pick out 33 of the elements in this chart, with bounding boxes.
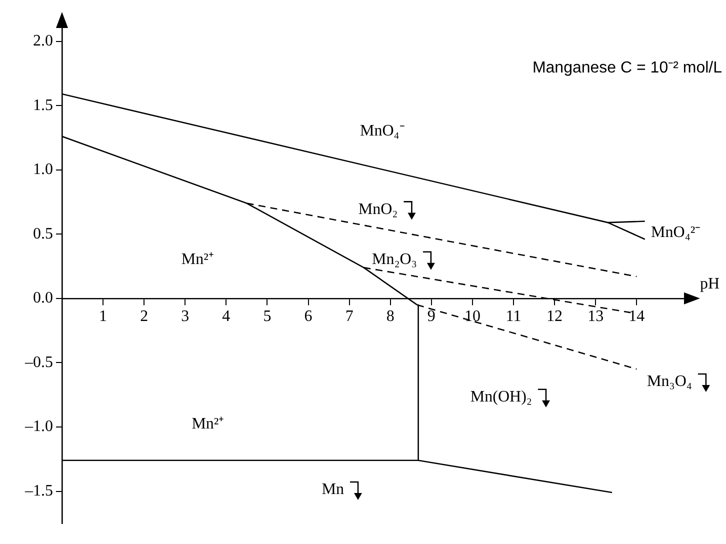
x-tick-label: 10 <box>464 308 480 326</box>
x-tick-label: 9 <box>427 308 436 326</box>
y-tick-label: 1.0 <box>33 161 53 178</box>
x-tick-label: 4 <box>222 308 230 326</box>
x-tick-label: 5 <box>263 308 272 326</box>
x-axis-title: pH <box>700 276 720 293</box>
x-tick-label: 8 <box>386 308 394 326</box>
x-tick-label: 1 <box>99 308 108 326</box>
y-tick-label: 0.5 <box>33 225 53 242</box>
y-tick-label: 2.0 <box>33 32 53 50</box>
y-tick-label: –1.0 <box>24 418 53 436</box>
x-tick-label: 3 <box>181 308 190 326</box>
annotation: Mn <box>322 481 344 498</box>
x-tick-label: 12 <box>546 308 563 326</box>
x-tick-label: 7 <box>345 308 354 326</box>
annotation: Mn²⁺ <box>181 251 214 268</box>
annotation: MnO₄²⁻ <box>651 224 700 242</box>
y-tick-label: 0.0 <box>33 290 53 307</box>
annotation: Mn₂O₃ <box>372 251 417 268</box>
y-tick-label: 1.5 <box>33 96 53 114</box>
y-tick-label: –0.5 <box>24 354 53 371</box>
annotation: MnO₂ <box>358 200 398 218</box>
annotation: Mn²⁺ <box>192 416 224 433</box>
x-tick-label: 14 <box>628 308 645 326</box>
x-tick-label: 6 <box>304 308 312 326</box>
y-tick-label: –1.5 <box>24 482 53 500</box>
annotation: Mn(OH)₂ <box>470 388 532 406</box>
x-tick-label: 2 <box>140 308 148 326</box>
annotation: Mn₃O₄ <box>647 373 692 390</box>
x-tick-label: 11 <box>506 308 522 326</box>
x-tick-label: 13 <box>588 308 604 326</box>
annotation: MnO₄⁻ <box>360 122 404 140</box>
text: Manganese C = 10⁻² mol/L <box>532 59 722 76</box>
